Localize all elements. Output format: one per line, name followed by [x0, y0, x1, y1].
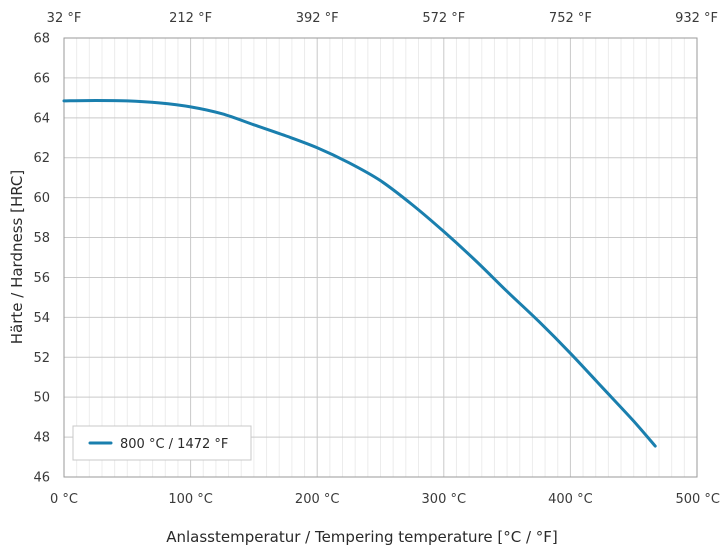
- series-line-800c: [62, 98, 657, 448]
- legend-label: 800 °C / 1472 °F: [120, 437, 228, 452]
- x-top-tick-label: 212 °F: [169, 11, 212, 26]
- x-top-tick-label: 572 °F: [422, 11, 465, 26]
- x-top-tick-label: 932 °F: [675, 11, 718, 26]
- y-tick-label: 50: [33, 391, 50, 406]
- y-tick-label: 62: [33, 151, 50, 166]
- y-tick-label: 66: [33, 71, 50, 86]
- y-tick-label: 68: [33, 32, 50, 47]
- y-tick-label: 46: [33, 471, 50, 486]
- y-tick-label: 56: [33, 271, 50, 286]
- y-tick-label: 58: [33, 231, 50, 246]
- x-axis-label: Anlasstemperatur / Tempering temperature…: [166, 528, 558, 546]
- x-tick-label: 400 °C: [548, 492, 593, 507]
- y-axis-ticks: 46 48 50 52 54 56 58 60 62 64 66 68: [33, 32, 50, 486]
- legend: 800 °C / 1472 °F: [72, 425, 252, 461]
- x-top-tick-label: 392 °F: [296, 11, 339, 26]
- x-tick-label: 200 °C: [295, 492, 340, 507]
- y-tick-label: 48: [33, 431, 50, 446]
- y-axis-label: Härte / Hardness [HRC]: [8, 170, 26, 345]
- plot-frame: [63, 37, 698, 478]
- y-tick-label: 52: [33, 351, 50, 366]
- x-top-tick-label: 32 °F: [47, 11, 82, 26]
- x-tick-label: 500 °C: [675, 492, 720, 507]
- series-group: [62, 98, 657, 448]
- y-tick-label: 64: [33, 111, 50, 126]
- x-top-tick-label: 752 °F: [549, 11, 592, 26]
- x-tick-label: 0 °C: [50, 492, 78, 507]
- x-axis-bottom-ticks: 0 °C 100 °C 200 °C 300 °C 400 °C 500 °C: [50, 492, 720, 507]
- y-tick-label: 54: [33, 311, 50, 326]
- x-tick-label: 100 °C: [168, 492, 213, 507]
- x-tick-label: 300 °C: [422, 492, 467, 507]
- x-axis-top-ticks: 32 °F 212 °F 392 °F 572 °F 752 °F 932 °F: [47, 11, 718, 26]
- minor-grid: [76, 38, 685, 477]
- y-tick-label: 60: [33, 191, 50, 206]
